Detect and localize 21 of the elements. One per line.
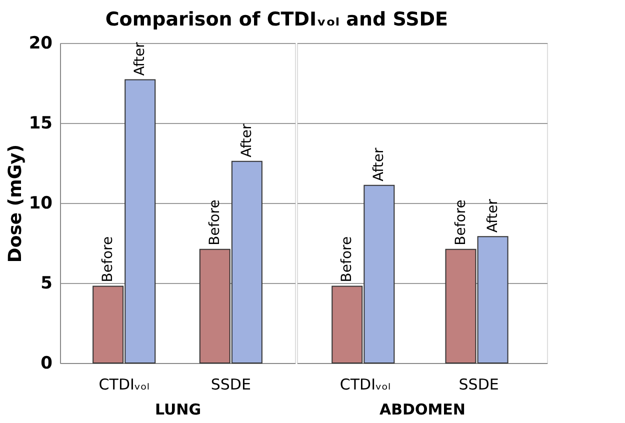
y-tick-label: 10	[28, 194, 53, 214]
x-tick-label: SSDE	[458, 376, 499, 394]
text: Before	[452, 200, 469, 246]
text: Before	[206, 200, 223, 246]
text: After	[371, 148, 388, 182]
text: Before	[100, 236, 116, 282]
y-tick-label: 0	[40, 354, 53, 374]
text: Before	[339, 236, 356, 282]
text: After	[238, 124, 255, 158]
chart-title: Comparison of CTDIᵥₒₗ and SSDE	[105, 8, 448, 30]
x-tick-label: CTDIᵥₒₗ	[98, 376, 150, 394]
x-axis-title: ABDOMEN	[380, 400, 466, 418]
text: After	[484, 198, 501, 233]
y-tick-label: 5	[40, 274, 52, 294]
x-axis-title: LUNG	[154, 400, 202, 418]
x-tick-label: CTDIᵥₒₗ	[340, 376, 390, 394]
y-tick-label: 15	[28, 114, 52, 134]
y-axis-title: Dose (mGy)	[4, 144, 26, 263]
x-tick-label: SSDE	[210, 376, 251, 394]
text: After	[132, 42, 148, 76]
y-tick-label: 20	[28, 34, 53, 54]
